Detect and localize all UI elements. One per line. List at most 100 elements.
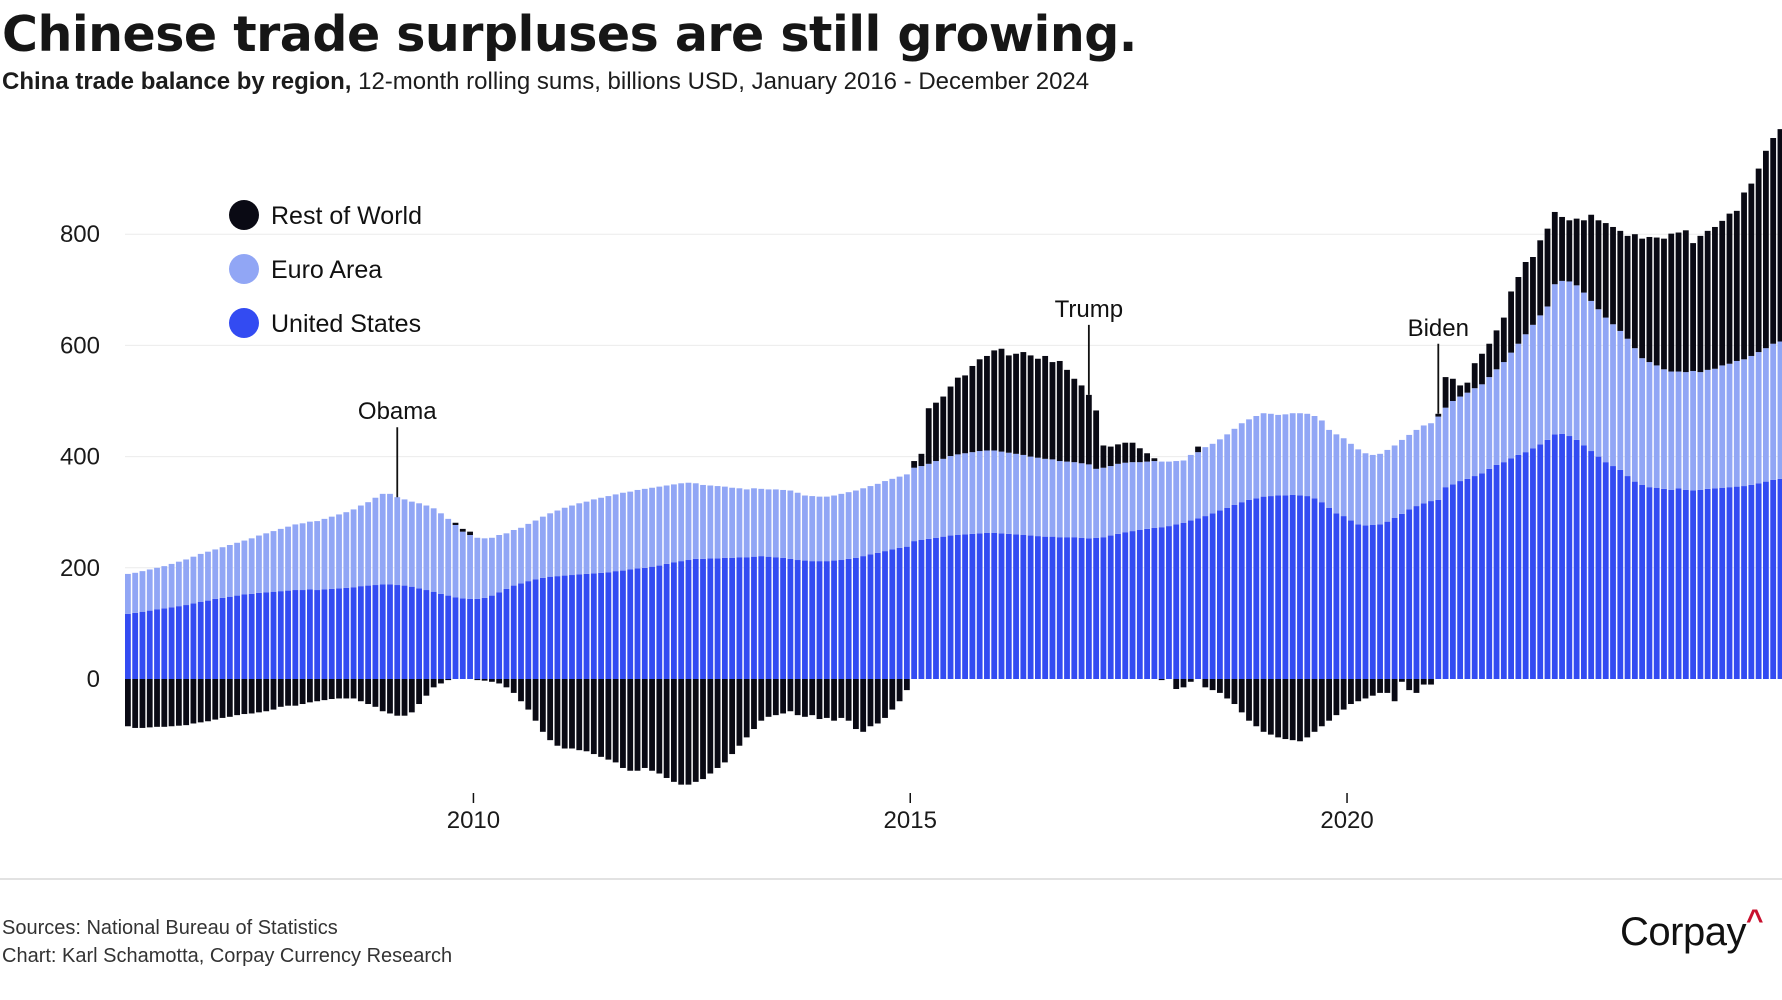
bar-euro-area <box>1697 372 1704 490</box>
bar-rest-of-world <box>925 408 932 464</box>
bar-euro-area <box>321 518 328 590</box>
bar-euro-area <box>292 524 299 591</box>
bar-united-states <box>1158 527 1165 679</box>
bar-united-states <box>649 566 655 679</box>
bar-euro-area <box>445 518 452 596</box>
bar-rest-of-world <box>256 679 262 713</box>
bar-rest-of-world <box>183 679 190 726</box>
bar-euro-area <box>1027 456 1034 536</box>
bar-rest-of-world <box>838 679 845 718</box>
bar-euro-area <box>372 497 379 586</box>
bar-united-states <box>1639 484 1646 679</box>
bar-united-states <box>1267 496 1274 679</box>
bar-united-states <box>816 561 823 679</box>
bar-united-states <box>976 533 983 679</box>
bar-rest-of-world <box>802 679 808 717</box>
bar-rest-of-world <box>1464 382 1471 393</box>
bar-rest-of-world <box>984 355 990 451</box>
bar-united-states <box>605 572 612 679</box>
bar-euro-area <box>226 545 233 597</box>
bar-united-states <box>1704 488 1711 679</box>
bar-rest-of-world <box>954 377 961 455</box>
chart-title: Chinese trade surpluses are still growin… <box>2 6 1137 63</box>
bar-united-states <box>1573 439 1580 679</box>
bar-euro-area <box>467 535 473 599</box>
bar-euro-area <box>1144 461 1150 529</box>
bar-rest-of-world <box>1551 211 1558 285</box>
bar-euro-area <box>1224 434 1231 508</box>
bar-rest-of-world <box>598 679 604 757</box>
bar-united-states <box>1631 481 1638 679</box>
bar-euro-area <box>197 553 204 602</box>
bar-euro-area <box>561 507 568 576</box>
bar-rest-of-world <box>1107 446 1114 467</box>
bar-rest-of-world <box>671 679 677 782</box>
bar-rest-of-world <box>605 679 612 760</box>
bar-united-states <box>1173 524 1180 679</box>
bar-united-states <box>1712 488 1718 679</box>
bar-rest-of-world <box>1471 363 1478 389</box>
bar-euro-area <box>1049 459 1056 537</box>
bar-rest-of-world <box>481 679 488 681</box>
bar-rest-of-world <box>1420 679 1427 685</box>
bar-rest-of-world <box>168 679 175 727</box>
bar-rest-of-world <box>248 679 255 714</box>
bar-united-states <box>1340 516 1347 679</box>
bar-united-states <box>277 591 284 679</box>
legend-swatch-euro-area <box>229 254 259 284</box>
bar-united-states <box>212 598 219 679</box>
bar-rest-of-world <box>1515 277 1522 344</box>
bar-rest-of-world <box>1777 129 1782 342</box>
bar-united-states <box>1035 536 1041 679</box>
bar-euro-area <box>299 523 306 591</box>
bar-united-states <box>1180 522 1187 679</box>
bar-rest-of-world <box>1457 385 1464 397</box>
bar-united-states <box>590 573 597 679</box>
bar-rest-of-world <box>1588 214 1595 301</box>
bar-euro-area <box>1195 452 1201 519</box>
bar-rest-of-world <box>751 679 757 730</box>
bar-united-states <box>1537 444 1544 679</box>
bar-rest-of-world <box>212 679 219 720</box>
bar-euro-area <box>1391 445 1398 518</box>
bar-euro-area <box>838 493 845 561</box>
bar-euro-area <box>1537 315 1544 445</box>
bar-rest-of-world <box>772 679 779 716</box>
bar-euro-area <box>1085 464 1092 539</box>
bar-euro-area <box>1275 414 1282 496</box>
bar-rest-of-world <box>350 679 357 699</box>
bar-euro-area <box>1217 439 1223 511</box>
bar-euro-area <box>954 454 961 535</box>
bar-united-states <box>860 556 867 679</box>
bar-euro-area <box>285 526 291 591</box>
bar-euro-area <box>1173 461 1180 525</box>
bar-euro-area <box>1551 284 1558 435</box>
bar-rest-of-world <box>1755 168 1762 353</box>
bar-united-states <box>1093 537 1100 679</box>
bar-rest-of-world <box>1399 679 1405 682</box>
bar-united-states <box>1129 531 1136 679</box>
bar-united-states <box>627 569 634 679</box>
bar-united-states <box>1646 487 1653 679</box>
bar-united-states <box>1384 521 1391 679</box>
bar-rest-of-world <box>547 679 554 741</box>
bar-united-states <box>1551 434 1558 679</box>
bar-rest-of-world <box>1624 235 1631 339</box>
bar-euro-area <box>1748 355 1755 485</box>
bar-rest-of-world <box>685 679 692 785</box>
bar-euro-area <box>969 452 976 534</box>
bar-euro-area <box>379 493 386 585</box>
bar-rest-of-world <box>321 679 328 701</box>
bar-euro-area <box>1610 324 1616 467</box>
bar-united-states <box>503 588 510 679</box>
bars <box>125 129 1782 785</box>
bar-rest-of-world <box>918 453 925 467</box>
y-tick-label: 600 <box>60 332 100 359</box>
bar-rest-of-world <box>1748 183 1755 356</box>
bar-rest-of-world <box>125 679 131 727</box>
bar-united-states <box>518 583 524 679</box>
bar-united-states <box>438 593 444 679</box>
bar-united-states <box>139 611 146 679</box>
bar-rest-of-world <box>1071 378 1078 463</box>
bar-euro-area <box>1122 462 1129 533</box>
